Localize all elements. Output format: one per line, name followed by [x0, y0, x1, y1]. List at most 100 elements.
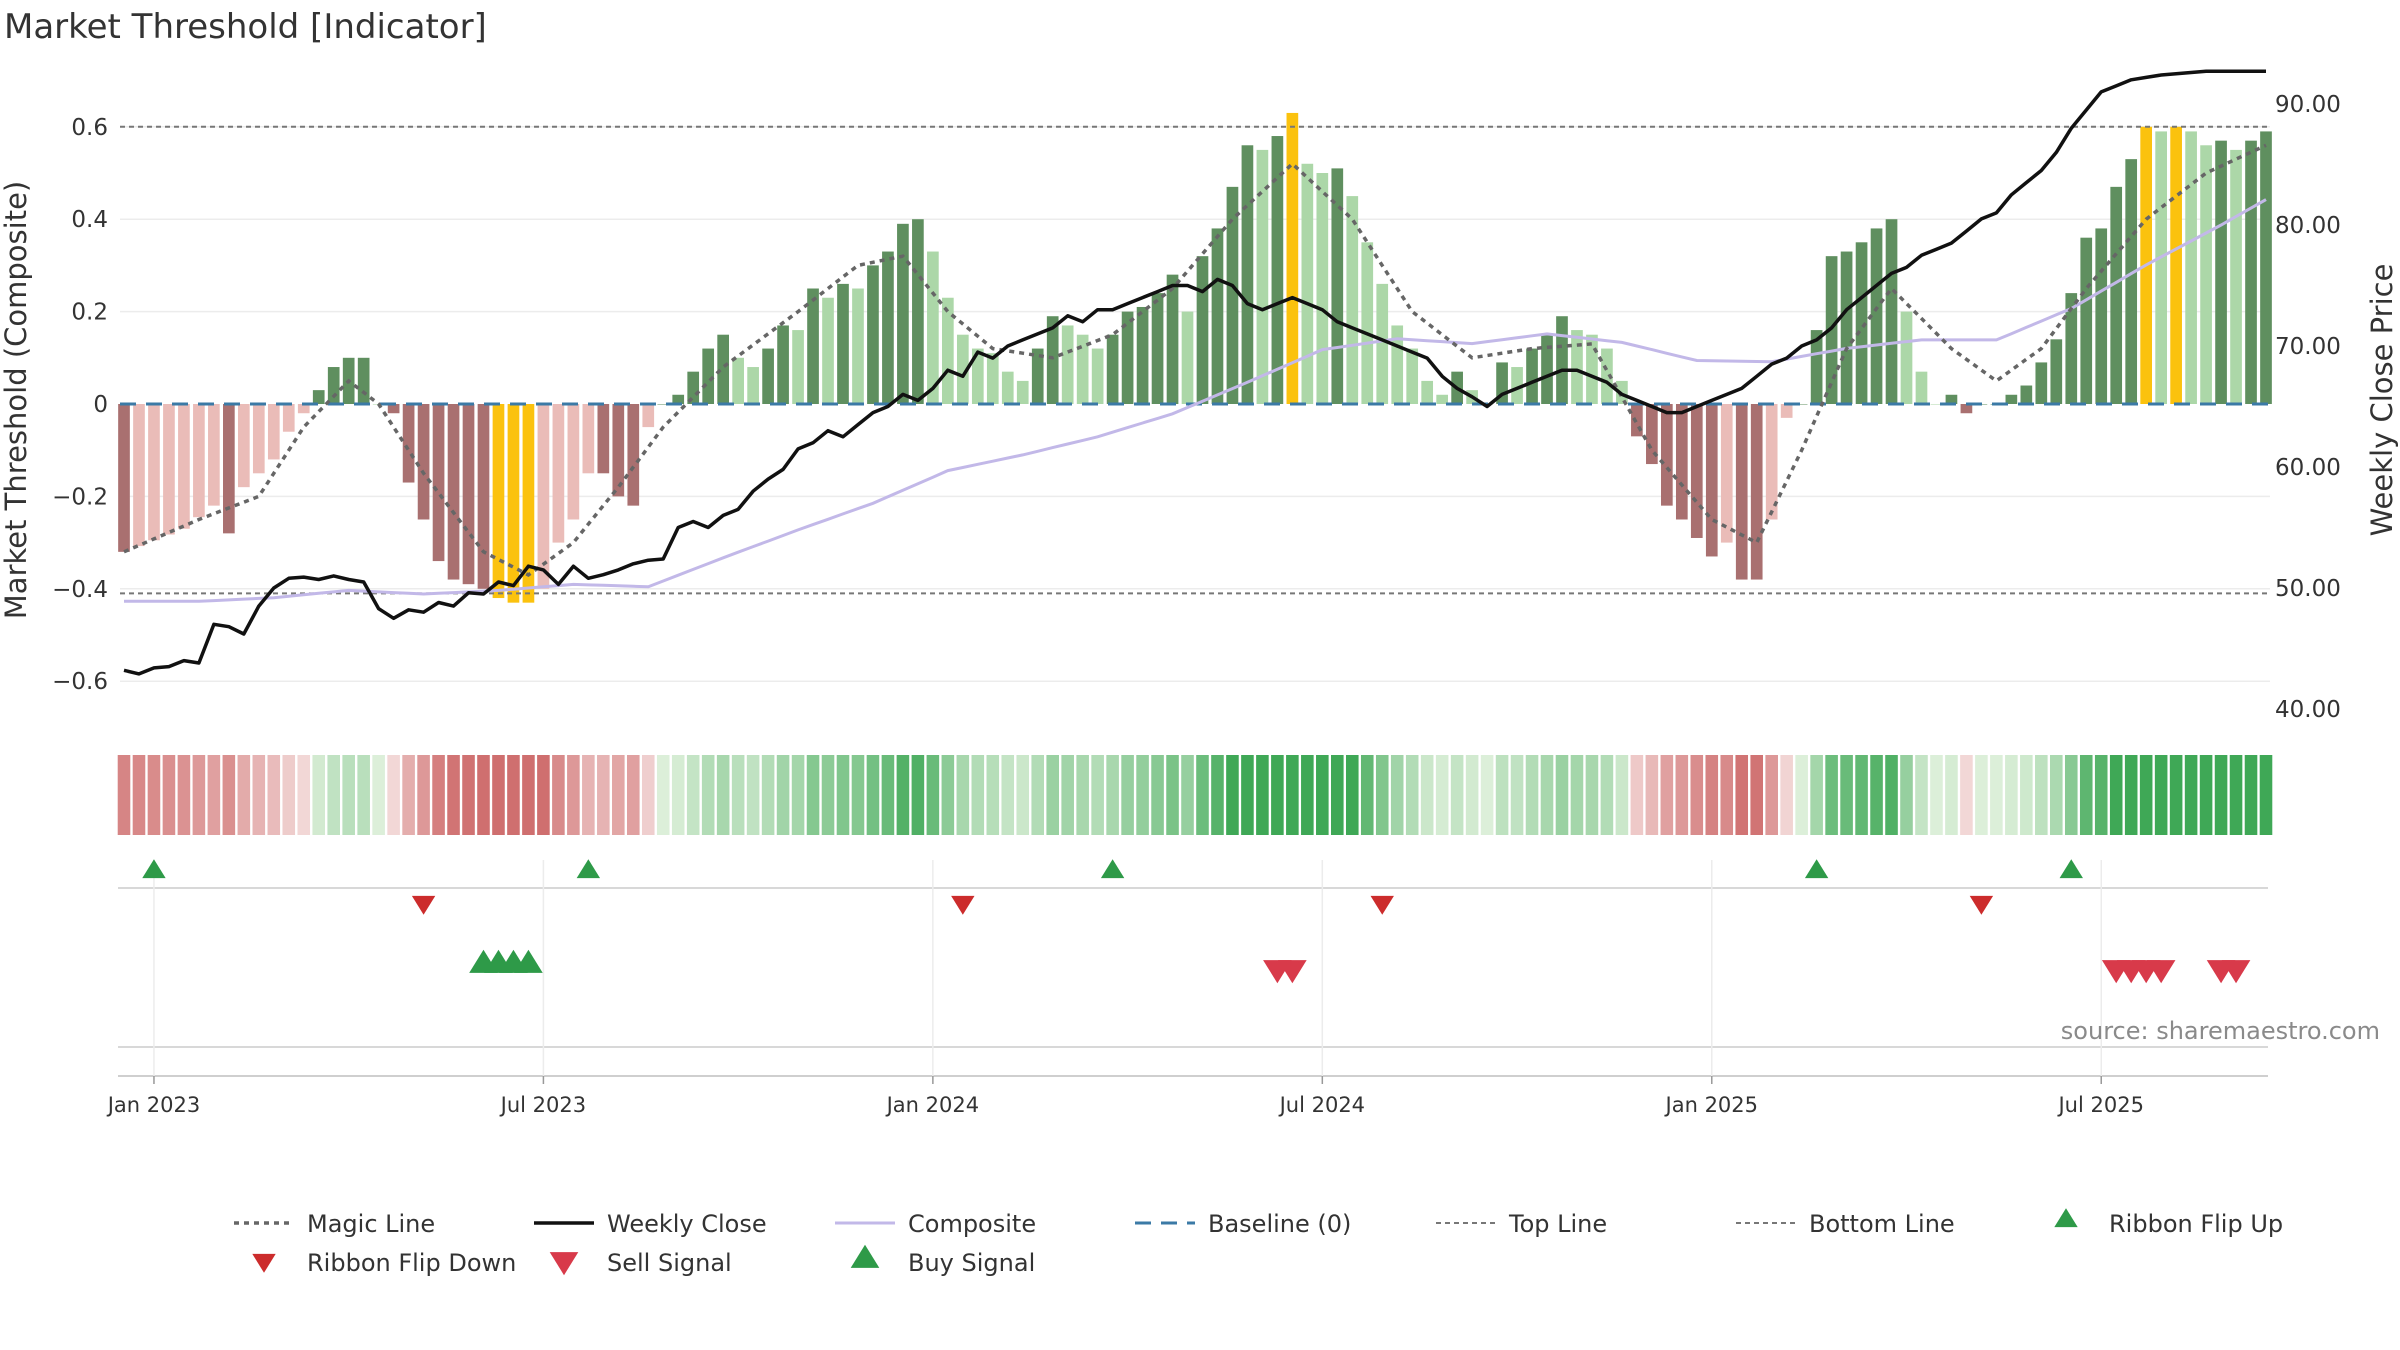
ribbon-cell	[1645, 755, 1659, 835]
ribbon-cell	[612, 755, 625, 835]
ribbon-cell	[162, 755, 176, 835]
ribbon-cell	[2020, 755, 2033, 835]
legend-item-magic: Magic Line	[234, 1210, 435, 1238]
ribbon-cell	[252, 755, 266, 835]
histogram-bar	[2125, 159, 2138, 404]
ribbon-cell	[1690, 755, 1704, 835]
histogram-bar	[1541, 334, 1553, 404]
ribbon-cell	[327, 755, 340, 835]
histogram-bar	[178, 404, 190, 529]
ribbon-cell	[626, 755, 640, 835]
histogram-bar	[432, 404, 445, 562]
ribbon-cell	[1211, 755, 1224, 835]
ribbon-cell	[507, 755, 520, 835]
histogram-bar	[163, 404, 175, 535]
legend-label: Buy Signal	[908, 1249, 1035, 1277]
histogram-bar	[1705, 404, 1718, 557]
legend-label: Baseline (0)	[1208, 1210, 1351, 1238]
ribbon-cell	[1405, 755, 1419, 835]
histogram-bar	[1511, 367, 1523, 404]
ribbon-cell	[1570, 755, 1584, 835]
ribbon-cell	[881, 755, 895, 835]
ribbon-cell	[1480, 755, 1494, 835]
ribbon-cell	[716, 755, 730, 835]
ribbon-cell	[462, 755, 475, 835]
legend: Magic Line Weekly Close Composite Baseline …	[234, 1208, 2283, 1277]
y-tick-label: 0.6	[71, 115, 108, 141]
histogram-bar	[1855, 242, 1868, 404]
histogram-bar	[792, 330, 804, 404]
ribbon-cell	[1046, 755, 1059, 835]
ribbon-cell	[2184, 755, 2198, 835]
histogram-bar	[1076, 334, 1089, 404]
composite-line	[124, 198, 2267, 603]
weekly-close-line	[123, 69, 2266, 676]
histogram-bar	[312, 390, 325, 404]
ribbon-cell	[387, 755, 400, 835]
ribbon-cell	[2199, 755, 2213, 835]
ribbon-cell	[237, 755, 251, 835]
histogram-bar	[1646, 404, 1658, 465]
histogram-bar	[1106, 334, 1119, 404]
legend-label: Ribbon Flip Up	[2109, 1210, 2283, 1238]
histogram-bar	[777, 325, 789, 404]
ribbon-flip-down-marker	[1370, 895, 1394, 915]
histogram-bar	[1840, 251, 1853, 404]
histogram-bar	[1301, 163, 1314, 404]
histogram-bar	[627, 404, 640, 506]
legend-item-flipdown: Ribbon Flip Down	[252, 1249, 516, 1277]
legend-label: Top Line	[1508, 1210, 1607, 1238]
histogram-bar	[1166, 274, 1179, 404]
histogram-bar	[1885, 219, 1898, 404]
ribbon-cell	[2064, 755, 2078, 835]
histogram-bar	[118, 404, 130, 552]
ribbon-cell	[806, 755, 820, 835]
ribbon-flip-down-marker	[1969, 895, 1994, 915]
histogram-bar	[2035, 362, 2048, 404]
ribbon-cell	[851, 755, 865, 835]
ribbon-cell	[1810, 755, 1823, 835]
legend-item-close: Weekly Close	[534, 1210, 767, 1238]
ribbon-cell	[1495, 755, 1509, 835]
ribbon-cell	[1735, 755, 1749, 835]
ribbon-cell	[686, 755, 700, 835]
ribbon-cell	[1720, 755, 1734, 835]
ribbon-cell	[1870, 755, 1883, 835]
ribbon-cell	[776, 755, 790, 835]
y2-tick-label: 60.00	[2275, 455, 2341, 481]
histogram-bar	[2260, 131, 2272, 405]
ribbon-cell	[1960, 755, 1973, 835]
histogram-bar	[1780, 404, 1793, 418]
histogram-bar	[2185, 131, 2197, 405]
histogram-bar	[732, 357, 744, 404]
legend-label: Magic Line	[307, 1210, 435, 1238]
histogram-bar	[1136, 306, 1149, 404]
ribbon-cell	[2124, 755, 2138, 835]
ribbon-cell	[956, 755, 970, 835]
histogram-bar	[193, 404, 205, 518]
ribbon-cell	[746, 755, 760, 835]
ribbon-cell	[552, 755, 565, 835]
histogram-bar	[1526, 348, 1538, 404]
legend-item-sell: Sell Signal	[549, 1249, 732, 1277]
ribbon-cell	[537, 755, 550, 835]
ribbon-cell	[2259, 755, 2273, 835]
y-tick-label: −0.2	[52, 484, 108, 510]
ribbon-cell	[1630, 755, 1644, 835]
ribbon-cell	[1286, 755, 1299, 835]
histogram-bar	[1391, 325, 1404, 404]
y-tick-label: −0.4	[52, 577, 108, 603]
ribbon-cell	[2079, 755, 2093, 835]
histogram-bar	[462, 404, 475, 585]
ribbon-flip-down-swatch	[252, 1253, 276, 1273]
histogram-bar	[882, 251, 894, 404]
histogram-bar	[208, 404, 220, 506]
ribbon-flip-down-marker	[411, 895, 436, 915]
histogram-bar	[837, 283, 849, 404]
ribbon-cell	[1226, 755, 1239, 835]
legend-label: Ribbon Flip Down	[307, 1249, 516, 1277]
ribbon-cell	[1915, 755, 1928, 835]
histogram-bar	[1496, 362, 1508, 404]
histogram-bar	[1346, 196, 1359, 404]
